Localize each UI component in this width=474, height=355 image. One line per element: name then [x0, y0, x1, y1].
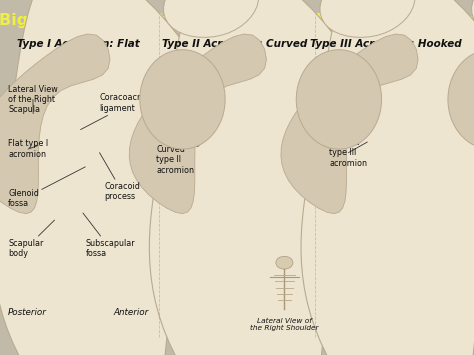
Ellipse shape: [296, 50, 382, 149]
Text: Type II Acromion: Curved: Type II Acromion: Curved: [162, 39, 307, 49]
Polygon shape: [0, 0, 212, 355]
Polygon shape: [320, 0, 415, 37]
Text: Curved
type II
acromion: Curved type II acromion: [156, 145, 199, 175]
Text: Scapular
body: Scapular body: [8, 220, 55, 258]
Ellipse shape: [448, 50, 474, 149]
Polygon shape: [164, 0, 258, 37]
Polygon shape: [149, 0, 369, 355]
Text: Type III Acromion: Hooked: Type III Acromion: Hooked: [310, 39, 462, 49]
Polygon shape: [472, 0, 474, 37]
Text: Posterior: Posterior: [8, 308, 47, 317]
Ellipse shape: [140, 50, 225, 149]
Text: Coracoid
process: Coracoid process: [100, 153, 140, 201]
Text: Glenoid
fossa: Glenoid fossa: [8, 167, 85, 208]
Text: Bigliani Classification of the Right Acromion Process: Bigliani Classification of the Right Acr…: [0, 13, 474, 28]
Text: Lateral View of
the Right Shoulder: Lateral View of the Right Shoulder: [250, 318, 319, 331]
Text: Subscapular
fossa: Subscapular fossa: [83, 213, 135, 258]
Text: Flat type I
acromion: Flat type I acromion: [8, 140, 48, 159]
Polygon shape: [281, 34, 418, 214]
Text: Coracoacromial
ligament: Coracoacromial ligament: [81, 93, 163, 130]
Text: Lateral View
of the Right
Scapula: Lateral View of the Right Scapula: [8, 84, 58, 114]
Text: Anterior: Anterior: [114, 308, 149, 317]
Circle shape: [276, 256, 293, 269]
Polygon shape: [129, 34, 266, 214]
Polygon shape: [0, 34, 110, 214]
Text: Hooked
type III
acromion: Hooked type III acromion: [329, 138, 367, 168]
Polygon shape: [301, 0, 474, 355]
Text: Type I Acromion: Flat: Type I Acromion: Flat: [17, 39, 139, 49]
